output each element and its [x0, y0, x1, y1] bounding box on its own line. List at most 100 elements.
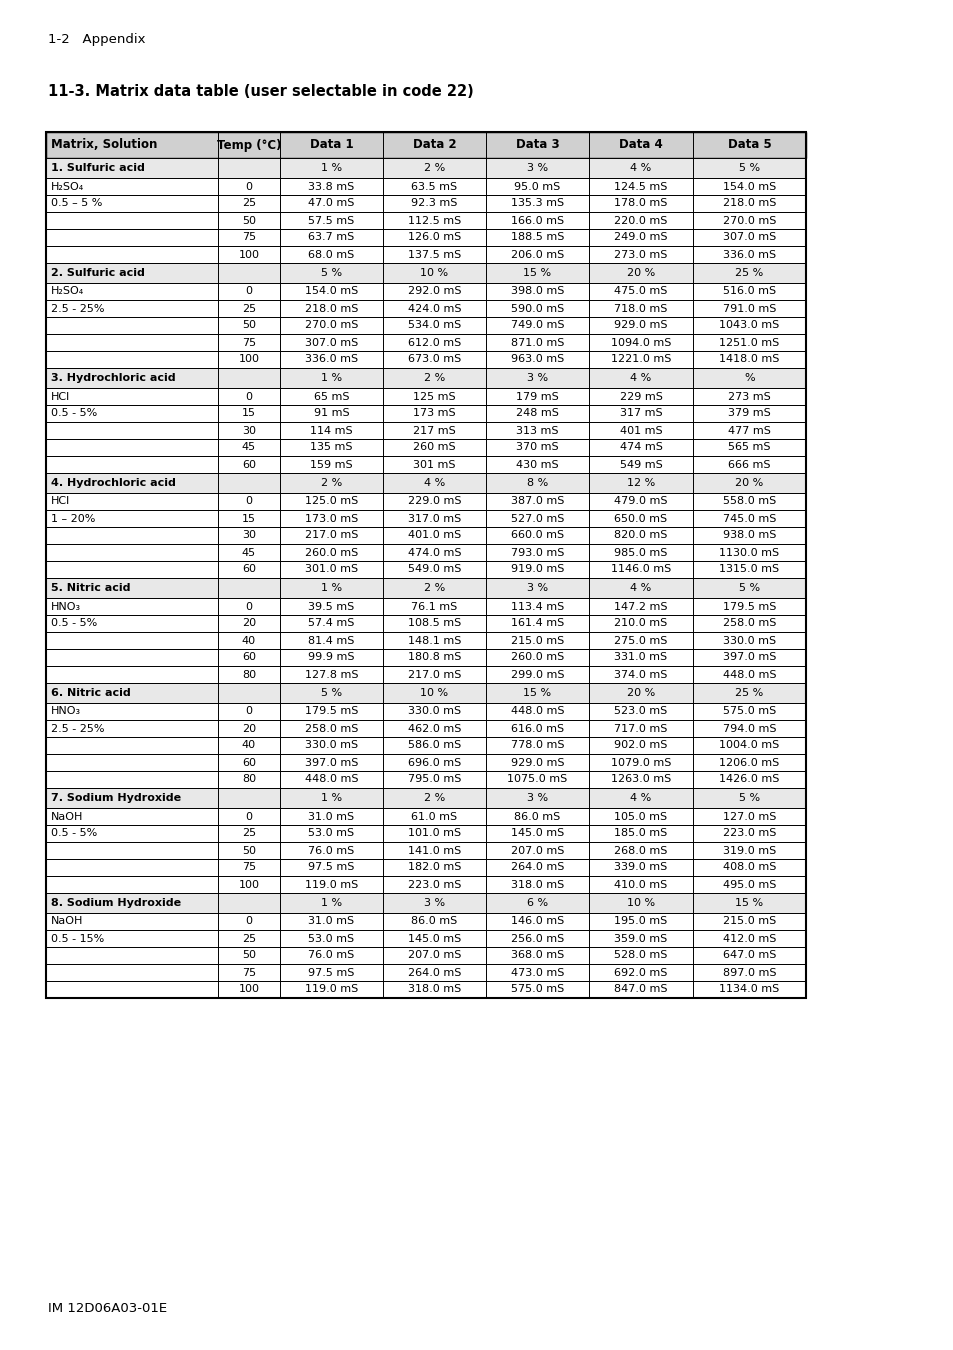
Bar [46, 892, 805, 913]
Text: 1418.0 mS: 1418.0 mS [719, 355, 779, 364]
Text: Temp (°C): Temp (°C) [216, 139, 281, 151]
Text: 25: 25 [242, 304, 255, 313]
Text: 462.0 mS: 462.0 mS [407, 724, 460, 733]
Bar [46, 510, 805, 526]
Text: 5 %: 5 % [739, 792, 760, 803]
Text: Data 4: Data 4 [618, 139, 662, 151]
Text: 318.0 mS: 318.0 mS [511, 879, 563, 890]
Text: 745.0 mS: 745.0 mS [722, 513, 776, 524]
Text: 12 %: 12 % [626, 478, 655, 487]
Text: 479.0 mS: 479.0 mS [614, 497, 667, 506]
Text: 68.0 mS: 68.0 mS [308, 250, 355, 259]
Text: 1130.0 mS: 1130.0 mS [719, 548, 779, 558]
Text: 50: 50 [242, 845, 255, 856]
Text: 248 mS: 248 mS [516, 409, 558, 418]
Text: 80: 80 [242, 670, 255, 679]
Text: 15 %: 15 % [735, 898, 762, 909]
Text: 30: 30 [242, 531, 255, 540]
Bar [46, 456, 805, 472]
Text: 336.0 mS: 336.0 mS [305, 355, 357, 364]
Text: 154.0 mS: 154.0 mS [305, 286, 357, 297]
Text: 791.0 mS: 791.0 mS [722, 304, 776, 313]
Text: 215.0 mS: 215.0 mS [511, 636, 563, 645]
Text: %: % [743, 373, 754, 383]
Bar [46, 632, 805, 649]
Text: 220.0 mS: 220.0 mS [614, 216, 667, 225]
Bar [46, 212, 805, 230]
Text: 146.0 mS: 146.0 mS [511, 917, 563, 926]
Text: 612.0 mS: 612.0 mS [408, 338, 460, 347]
Text: 125.0 mS: 125.0 mS [305, 497, 357, 506]
Text: 0.5 - 15%: 0.5 - 15% [51, 933, 104, 944]
Bar [46, 178, 805, 194]
Text: 299.0 mS: 299.0 mS [510, 670, 563, 679]
Bar [46, 246, 805, 263]
Text: 141.0 mS: 141.0 mS [408, 845, 460, 856]
Text: 25 %: 25 % [735, 269, 762, 278]
Text: 1 %: 1 % [320, 163, 342, 173]
Text: 370 mS: 370 mS [516, 443, 558, 452]
Text: 275.0 mS: 275.0 mS [614, 636, 667, 645]
Text: 317 mS: 317 mS [619, 409, 661, 418]
Text: 307.0 mS: 307.0 mS [722, 232, 776, 243]
Bar [46, 132, 805, 158]
Text: 778.0 mS: 778.0 mS [510, 741, 563, 751]
Text: 258.0 mS: 258.0 mS [722, 618, 776, 629]
Text: 534.0 mS: 534.0 mS [408, 320, 460, 331]
Text: 871.0 mS: 871.0 mS [510, 338, 563, 347]
Text: 273 mS: 273 mS [727, 392, 770, 401]
Text: 99.9 mS: 99.9 mS [308, 652, 355, 663]
Text: 4 %: 4 % [630, 163, 651, 173]
Text: 114 mS: 114 mS [310, 425, 353, 436]
Text: 448.0 mS: 448.0 mS [722, 670, 776, 679]
Text: 0.5 - 5%: 0.5 - 5% [51, 409, 97, 418]
Text: 0.5 - 5%: 0.5 - 5% [51, 618, 97, 629]
Text: 60: 60 [242, 757, 255, 768]
Bar [46, 284, 805, 300]
Text: 217.0 mS: 217.0 mS [407, 670, 460, 679]
Text: 108.5 mS: 108.5 mS [408, 618, 460, 629]
Text: 565 mS: 565 mS [727, 443, 770, 452]
Text: 218.0 mS: 218.0 mS [722, 198, 776, 208]
Text: 331.0 mS: 331.0 mS [614, 652, 667, 663]
Text: 25: 25 [242, 933, 255, 944]
Text: 119.0 mS: 119.0 mS [305, 984, 357, 995]
Text: 412.0 mS: 412.0 mS [722, 933, 776, 944]
Text: 401 mS: 401 mS [619, 425, 661, 436]
Text: 795.0 mS: 795.0 mS [407, 775, 460, 784]
Bar [46, 946, 805, 964]
Text: 401.0 mS: 401.0 mS [408, 531, 460, 540]
Text: 5 %: 5 % [320, 269, 342, 278]
Text: 273.0 mS: 273.0 mS [614, 250, 667, 259]
Text: 475.0 mS: 475.0 mS [614, 286, 667, 297]
Bar [46, 132, 805, 998]
Text: 0: 0 [245, 392, 253, 401]
Bar [46, 300, 805, 317]
Bar [46, 598, 805, 616]
Text: 292.0 mS: 292.0 mS [407, 286, 460, 297]
Text: 148.1 mS: 148.1 mS [407, 636, 460, 645]
Text: 301 mS: 301 mS [413, 459, 456, 470]
Text: 0: 0 [245, 602, 253, 612]
Text: 15: 15 [242, 409, 255, 418]
Text: 63.7 mS: 63.7 mS [308, 232, 355, 243]
Text: 6 %: 6 % [526, 898, 547, 909]
Text: 330.0 mS: 330.0 mS [305, 741, 357, 751]
Text: 4 %: 4 % [630, 583, 651, 593]
Text: 3 %: 3 % [526, 163, 547, 173]
Text: 474.0 mS: 474.0 mS [407, 548, 460, 558]
Text: 749.0 mS: 749.0 mS [510, 320, 563, 331]
Text: 410.0 mS: 410.0 mS [614, 879, 667, 890]
Bar [46, 544, 805, 562]
Text: 75: 75 [242, 968, 255, 977]
Text: 15 %: 15 % [523, 269, 551, 278]
Text: 92.3 mS: 92.3 mS [411, 198, 457, 208]
Text: 100: 100 [238, 879, 259, 890]
Text: HCl: HCl [51, 497, 71, 506]
Text: 60: 60 [242, 459, 255, 470]
Text: 40: 40 [242, 636, 255, 645]
Bar [46, 616, 805, 632]
Bar [46, 981, 805, 998]
Text: 307.0 mS: 307.0 mS [305, 338, 357, 347]
Text: 47.0 mS: 47.0 mS [308, 198, 355, 208]
